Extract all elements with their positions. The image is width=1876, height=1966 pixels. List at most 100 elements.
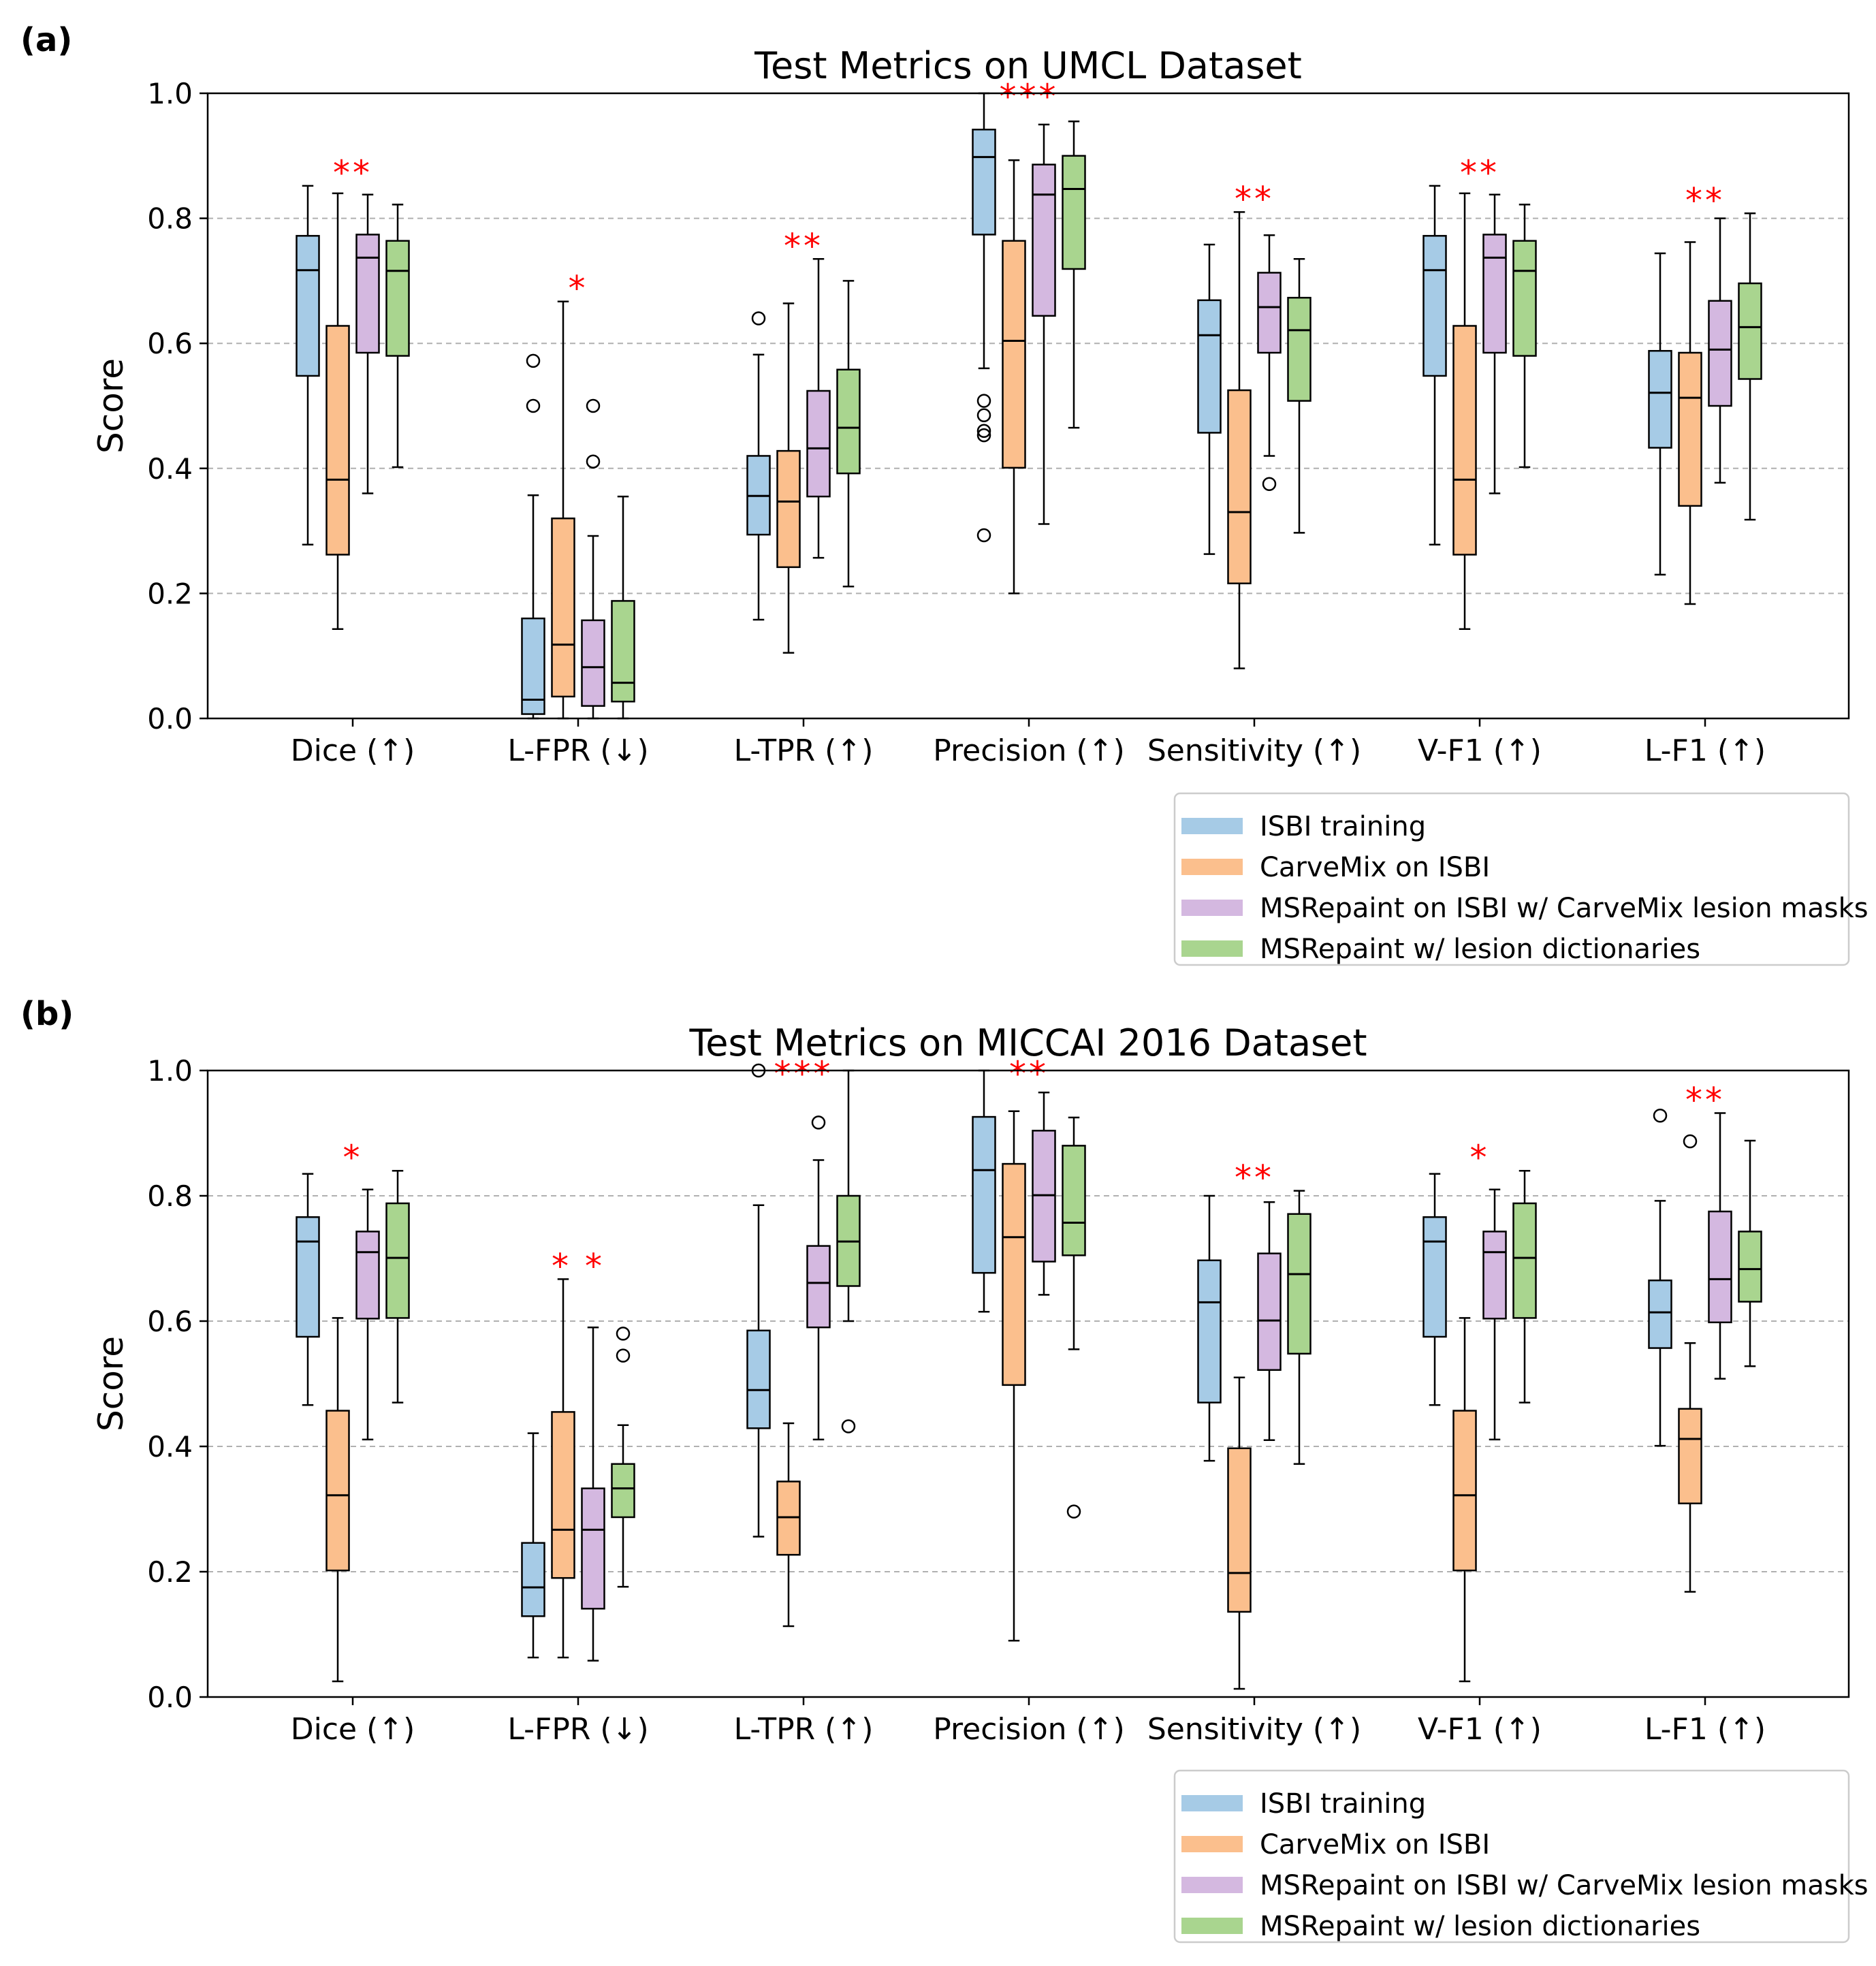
outlier-point	[976, 428, 991, 443]
box-4	[1512, 1202, 1537, 1319]
outlier-point	[586, 398, 601, 413]
legend-label: MSRepaint w/ lesion dictionaries	[1260, 1911, 1700, 1942]
box-1	[1197, 299, 1222, 434]
box-3	[1708, 1210, 1732, 1324]
legend-swatch	[1181, 940, 1243, 957]
outlier-point	[976, 408, 991, 423]
box-3	[806, 1245, 831, 1329]
outlier-point	[526, 353, 541, 368]
box-2	[551, 1411, 575, 1579]
legend-label: MSRepaint on ISBI w/ CarveMix lesion mas…	[1260, 893, 1869, 924]
legend-label: ISBI training	[1260, 811, 1426, 842]
box-4	[1287, 1213, 1311, 1355]
outlier-point	[976, 424, 991, 438]
box-1	[972, 128, 996, 236]
box-2	[1452, 1410, 1477, 1572]
outlier-point	[751, 311, 766, 326]
box-4	[1062, 1145, 1086, 1256]
axes-frame	[206, 1069, 1850, 1698]
outlier-point	[616, 1348, 631, 1363]
box-1	[1422, 1216, 1447, 1338]
legend-label: MSRepaint on ISBI w/ CarveMix lesion mas…	[1260, 1870, 1869, 1901]
significance-stars: **	[333, 153, 372, 193]
x-tick-label: V-F1 (↑)	[1418, 733, 1542, 768]
x-tick-label: L-TPR (↑)	[734, 1712, 874, 1747]
legend-label: CarveMix on ISBI	[1260, 852, 1490, 883]
x-tick-label: L-F1 (↑)	[1644, 733, 1766, 768]
x-tick-label: Dice (↑)	[291, 733, 415, 768]
box-4	[1738, 282, 1762, 380]
legend-swatch	[1181, 818, 1243, 834]
legend-label: CarveMix on ISBI	[1260, 1829, 1490, 1860]
box-4	[1512, 240, 1537, 357]
box-1	[1422, 235, 1447, 377]
x-tick-label: L-FPR (↓)	[507, 1712, 648, 1747]
chart-panel-2: Test Metrics on MICCAI 2016 Dataset 0.0 0.…	[91, 1021, 1869, 1944]
x-tick-label: Precision (↑)	[933, 733, 1125, 768]
box-3	[806, 390, 831, 498]
y-tick-label: 0.6	[147, 1305, 193, 1338]
panel-label-a: (a)	[20, 21, 72, 59]
x-tick-label: Sensitivity (↑)	[1147, 1712, 1361, 1747]
box-2	[1678, 351, 1702, 507]
legend-swatch	[1181, 859, 1243, 875]
y-tick-label: 0.2	[147, 1555, 193, 1589]
outlier-point	[526, 398, 541, 413]
box-3	[581, 619, 605, 707]
legend-swatch	[1181, 1918, 1243, 1934]
box-3	[1482, 1231, 1507, 1320]
legend-swatch	[1181, 1836, 1243, 1852]
box-1	[1648, 349, 1672, 449]
x-tick-label: L-F1 (↑)	[1644, 1712, 1766, 1747]
significance-stars: * *	[552, 1246, 605, 1286]
box-2	[1002, 1162, 1026, 1386]
legend-label: ISBI training	[1260, 1788, 1426, 1820]
legend: ISBI training CarveMix on ISBI MSRepaint o…	[1173, 792, 1869, 966]
y-tick-label: 1.0	[147, 1054, 193, 1088]
box-3	[355, 234, 380, 354]
y-tick-label: 0.6	[147, 327, 193, 360]
box-3	[1482, 234, 1507, 354]
box-2	[1227, 389, 1252, 584]
axes-frame	[206, 92, 1850, 720]
panel-label-b: (b)	[20, 995, 74, 1033]
box-4	[611, 600, 635, 703]
x-tick-label: Precision (↑)	[933, 1712, 1125, 1747]
y-tick-label: 0.0	[147, 1681, 193, 1714]
y-tick-label: 0.0	[147, 702, 193, 735]
outlier-point	[616, 1327, 631, 1341]
box-1	[1648, 1279, 1672, 1349]
y-tick-label: 0.2	[147, 577, 193, 610]
outlier-point	[1653, 1108, 1668, 1123]
chart-panel-1: Test Metrics on UMCL Dataset 0.0 0.2 0.4 0.6…	[91, 44, 1869, 966]
box-4	[1062, 155, 1086, 270]
legend: ISBI training CarveMix on ISBI MSRepaint o…	[1173, 1769, 1869, 1944]
significance-stars: *	[569, 269, 588, 308]
box-3	[1257, 272, 1282, 354]
box-1	[1197, 1259, 1222, 1404]
box-1	[746, 1329, 771, 1429]
box-4	[1287, 296, 1311, 402]
y-tick-label: 1.0	[147, 77, 193, 110]
y-tick-label: 0.4	[147, 1430, 193, 1463]
box-1	[296, 235, 320, 377]
legend-swatch	[1181, 1795, 1243, 1811]
box-2	[776, 449, 801, 569]
legend-label: MSRepaint w/ lesion dictionaries	[1260, 934, 1700, 965]
significance-stars: ***	[774, 1054, 833, 1094]
y-axis-label: Score	[91, 358, 131, 454]
box-3	[1257, 1252, 1282, 1372]
significance-stars: *	[343, 1138, 363, 1177]
chart-title: Test Metrics on UMCL Dataset	[754, 44, 1302, 87]
box-3	[1708, 300, 1732, 407]
outlier-point	[1683, 1134, 1698, 1149]
outlier-point	[976, 528, 991, 543]
box-1	[972, 1115, 996, 1274]
box-2	[325, 325, 350, 556]
box-2	[1678, 1408, 1702, 1504]
y-tick-label: 0.8	[147, 1179, 193, 1213]
box-4	[385, 1202, 410, 1319]
box-4	[836, 368, 861, 475]
significance-stars: **	[1009, 1054, 1049, 1094]
